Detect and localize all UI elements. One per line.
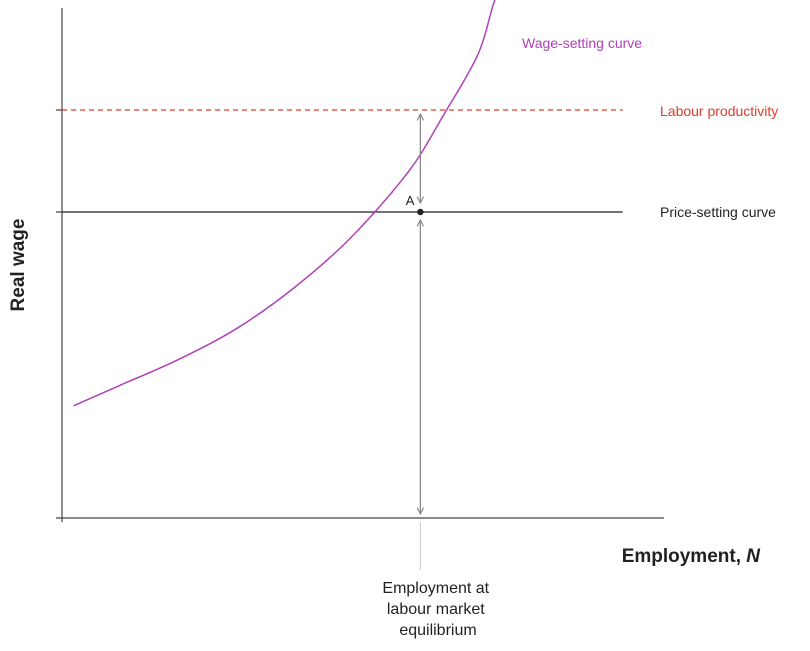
x-axis-title: Employment, N [622, 546, 762, 567]
labour-productivity-label: Labour productivity [660, 103, 778, 119]
equilibrium-point-a [417, 208, 424, 216]
equilibrium-annotation: Employment at labour market equilibrium [382, 580, 493, 639]
x-axis-title-main: Employment, [622, 546, 747, 567]
equilibrium-annotation-line-2: labour market [387, 601, 485, 618]
y-axis-title: Real wage [8, 219, 29, 312]
equilibrium-annotation-line-3: equilibrium [399, 622, 476, 639]
point-a-label: A [406, 193, 415, 208]
x-axis-title-variable: N [746, 546, 761, 567]
wage-setting-curve-label: Wage-setting curve [522, 35, 642, 51]
equilibrium-annotation-line-1: Employment at [382, 580, 489, 597]
price-setting-curve-label: Price-setting curve [660, 204, 776, 220]
wage-setting-curve [73, 0, 496, 407]
